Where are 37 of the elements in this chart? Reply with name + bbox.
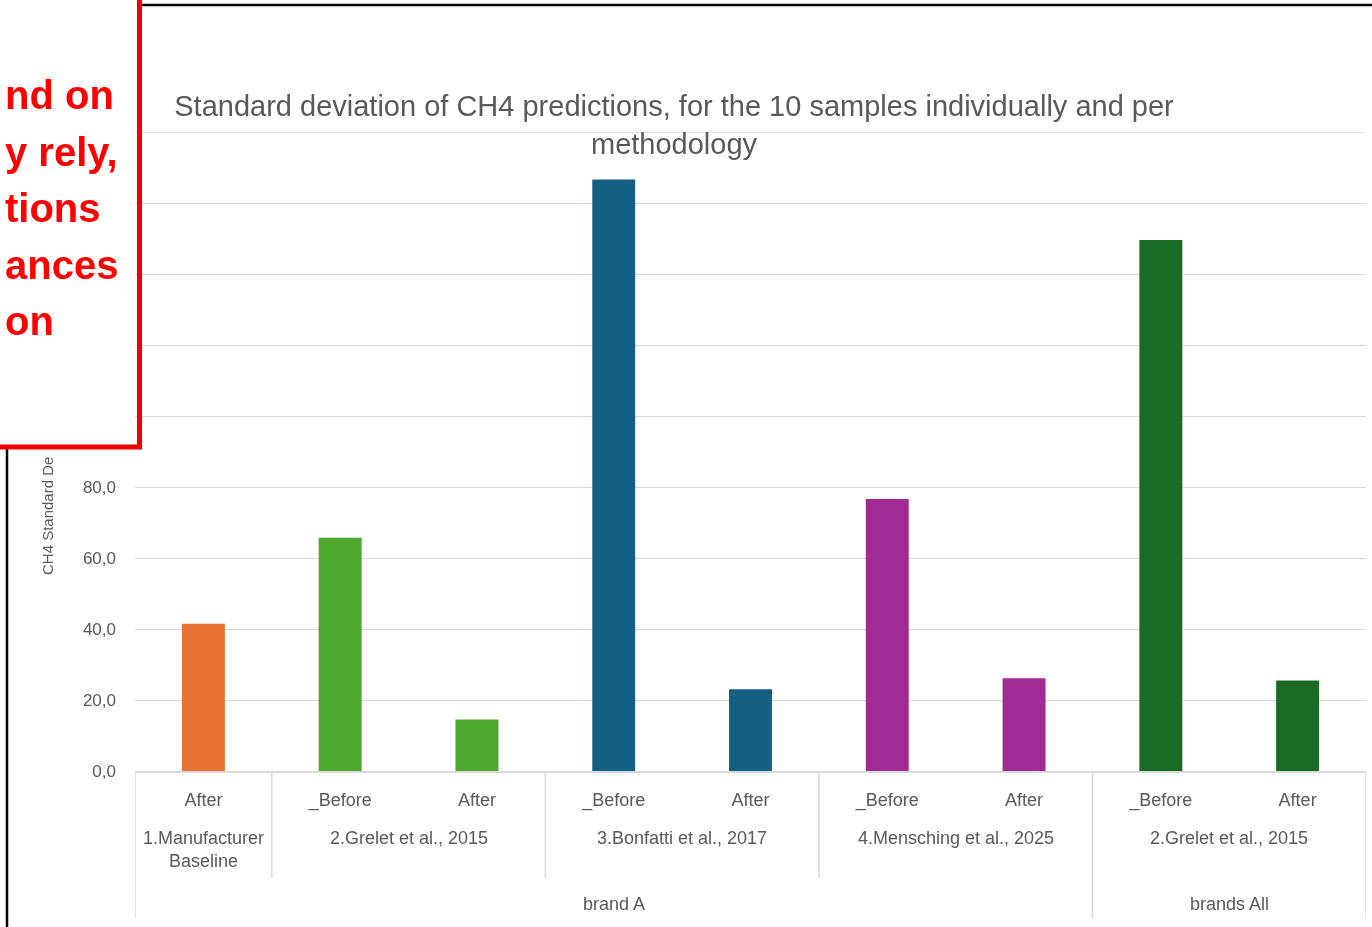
bar xyxy=(1276,680,1320,771)
bar xyxy=(181,623,225,771)
chart-title: Standard deviation of CH4 predictions, for the 10 samples individually and per methodology xyxy=(174,90,1175,160)
text: brand A xyxy=(583,894,646,914)
bar xyxy=(318,537,362,771)
text: 2.Grelet et al., 2015 xyxy=(330,828,489,848)
bar xyxy=(729,689,772,771)
text: on xyxy=(5,299,54,343)
x-tick-label: _Before xyxy=(307,790,372,812)
x-tick-label: After xyxy=(731,790,770,811)
y-axis-title: CH4 Standard De xyxy=(39,456,56,575)
bar xyxy=(1002,678,1046,771)
x-tick-label: After xyxy=(1005,790,1044,811)
bar xyxy=(865,499,909,771)
text: tions xyxy=(5,186,101,230)
y-tick-label: 40,0 xyxy=(82,619,116,639)
text: y rely, xyxy=(5,130,118,174)
x-tick-label: _Before xyxy=(854,790,919,812)
x-tick-label: After xyxy=(457,790,496,811)
x-tick-label: After xyxy=(184,790,223,811)
bar xyxy=(592,179,636,771)
text: 3.Bonfatti et al., 2017 xyxy=(597,828,768,848)
x-tick-label: _Before xyxy=(1128,790,1193,812)
x-tick-label: After xyxy=(1278,790,1317,811)
text: 2.Grelet et al., 2015 xyxy=(1150,828,1309,848)
text: 1.Manufacturer Baseline xyxy=(143,828,265,872)
y-tick-label: 20,0 xyxy=(82,690,116,710)
y-tick-label: 80,0 xyxy=(82,477,116,497)
text: brands All xyxy=(1190,894,1270,914)
text: ances xyxy=(5,243,119,287)
y-tick-label: 0,0 xyxy=(92,761,116,781)
bar xyxy=(455,719,499,771)
text: nd on xyxy=(5,73,114,117)
bar xyxy=(1139,239,1183,771)
text: 4.Mensching et al., 2025 xyxy=(858,828,1055,848)
x-tick-label: _Before xyxy=(581,790,646,812)
y-tick-label: 60,0 xyxy=(82,548,116,568)
